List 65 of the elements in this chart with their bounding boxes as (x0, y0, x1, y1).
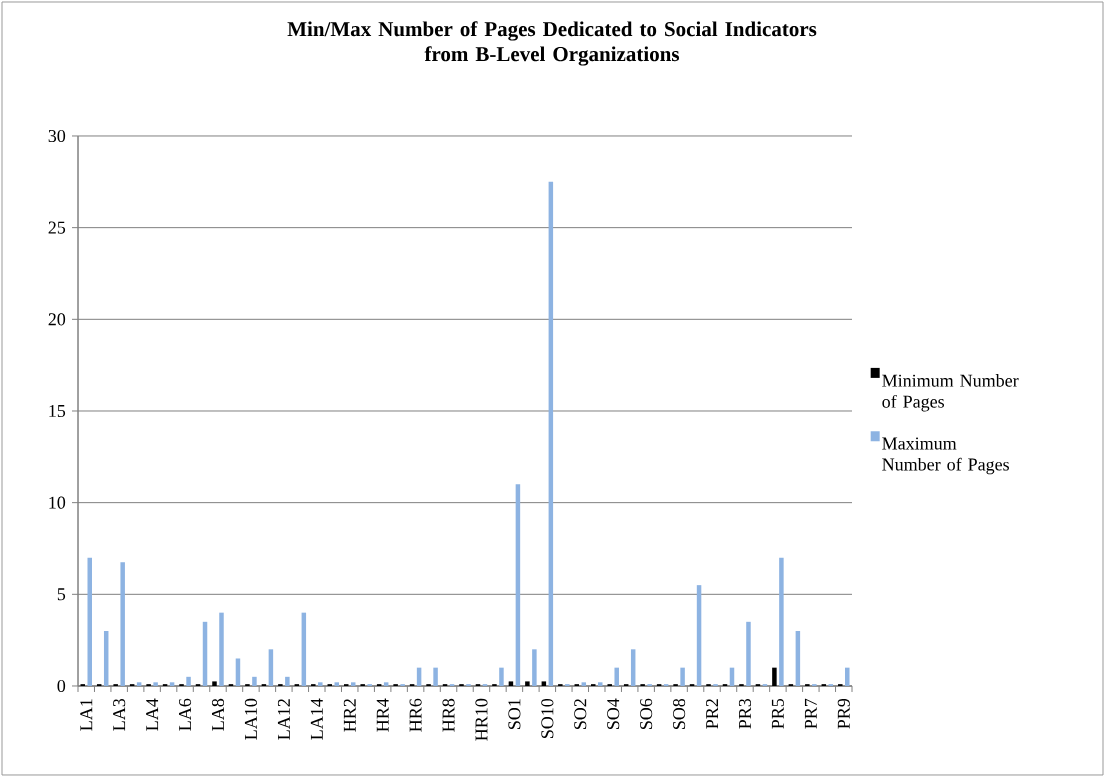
y-tick-label: 10 (49, 496, 66, 509)
bar (614, 667, 619, 686)
bar (581, 682, 587, 686)
bar (433, 667, 438, 686)
bar (87, 557, 92, 686)
x-tick-label: SO1 (508, 699, 521, 729)
y-tick-label: 20 (48, 313, 66, 326)
y-tick-label: 0 (57, 679, 66, 693)
x-tick-label: PR5 (771, 698, 784, 729)
x-tick-label: LA8 (211, 698, 225, 731)
x-tick-label: LA1 (80, 699, 93, 731)
bar (508, 681, 514, 686)
x-tick-label: SO10 (541, 698, 554, 738)
x-tick-label: SO4 (607, 698, 620, 729)
bar (499, 667, 504, 686)
x-tick-label: PR9 (837, 698, 850, 729)
x-tick-label: PR2 (706, 699, 718, 729)
y-tick-label: 15 (49, 404, 66, 418)
bar (268, 649, 274, 686)
bar (235, 658, 241, 686)
bar (153, 682, 158, 686)
bar (541, 681, 547, 686)
bar (532, 649, 537, 686)
x-tick-label: HR2 (343, 699, 356, 732)
legend-label: Minimum Number of Pages (882, 374, 1019, 412)
bar (598, 682, 603, 686)
x-tick-label: LA10 (244, 698, 257, 740)
bar (219, 612, 224, 686)
x-tick-label: LA6 (179, 698, 192, 731)
y-tick-label: 5 (57, 588, 66, 601)
x-tick-label: HR6 (409, 698, 422, 732)
x-tick-label: SO2 (574, 699, 587, 729)
bar (845, 667, 850, 686)
bar (318, 682, 323, 686)
bar (212, 681, 217, 686)
bar (772, 667, 777, 686)
x-tick-label: PR7 (804, 698, 817, 729)
x-tick-label: SO8 (673, 698, 686, 729)
bar (746, 621, 751, 686)
chart-title: Min/Max Number of Pages Dedicated to Social Indicators from B-Level Organizations (287, 21, 817, 66)
bar (136, 682, 142, 686)
bar (383, 682, 389, 686)
x-tick-label: SO6 (640, 698, 653, 729)
bar (779, 557, 784, 686)
bar (252, 676, 257, 686)
legend-label: Maximum Number of Pages (882, 437, 1009, 475)
bar (525, 681, 530, 686)
x-tick-label: HR8 (442, 698, 455, 732)
bar (334, 682, 340, 686)
x-tick-label: LA12 (277, 699, 290, 740)
x-tick-label: HR4 (376, 698, 389, 732)
bar (120, 562, 125, 686)
bar (680, 667, 685, 686)
bar (186, 676, 191, 686)
x-tick-label: LA4 (146, 698, 159, 731)
x-tick-label: LA3 (113, 698, 126, 731)
bar (169, 682, 175, 686)
x-tick-label: PR3 (738, 698, 752, 729)
y-tick-label: 25 (48, 221, 66, 234)
bar (285, 676, 290, 686)
bar (630, 649, 636, 686)
bar (350, 682, 356, 686)
x-tick-label: LA14 (310, 698, 323, 740)
x-tick-label: HR10 (475, 698, 488, 741)
y-tick-label: 30 (48, 129, 66, 143)
